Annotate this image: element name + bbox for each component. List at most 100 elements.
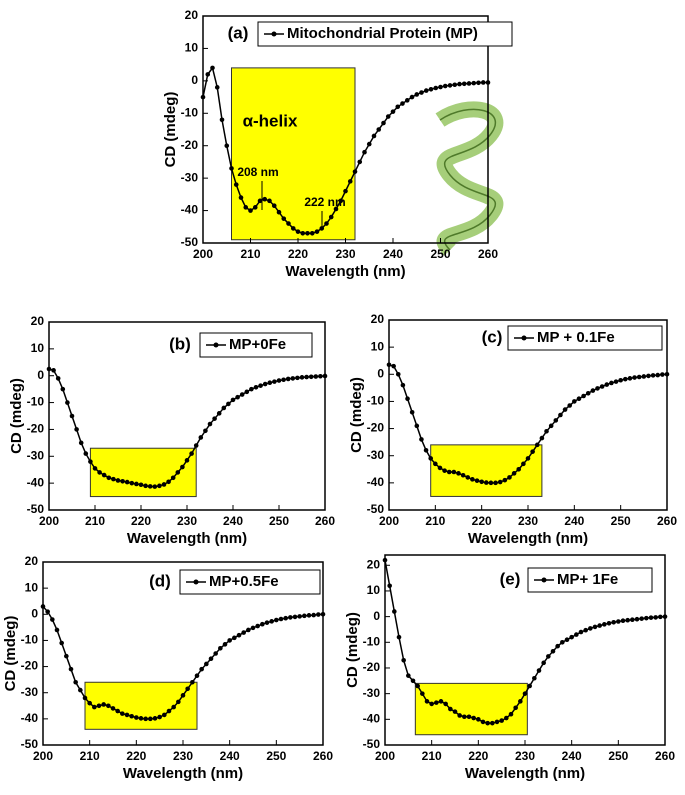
data-point: [285, 376, 291, 382]
data-point: [143, 483, 148, 489]
x-axis-title: Wavelength (nm): [127, 530, 247, 547]
data-point: [290, 226, 296, 231]
data-point: [447, 83, 453, 88]
y-tick-label: -40: [181, 203, 199, 217]
chart-panel: 200 210 220 230 240 250 260 -50 -40 -30 -20 -10 0 10 2…: [162, 8, 513, 280]
data-point: [51, 368, 56, 373]
x-tick-label: 200: [33, 749, 53, 763]
data-point: [381, 120, 386, 126]
x-tick-label: 210: [85, 514, 105, 528]
legend-label: MP + 0.1Fe: [537, 329, 615, 346]
y-tick-label: -50: [27, 502, 45, 516]
data-point: [497, 479, 503, 485]
data-point: [401, 657, 406, 663]
data-point: [248, 208, 253, 213]
data-point: [433, 461, 438, 467]
helix-edge: [439, 108, 497, 251]
data-point: [522, 691, 528, 696]
data-point: [502, 477, 508, 483]
data-point: [395, 371, 401, 377]
data-point: [267, 380, 273, 385]
y-axis-title: CD (mdeg): [348, 377, 365, 453]
data-point: [338, 198, 344, 204]
data-point: [249, 386, 254, 392]
x-tick-label: 260: [655, 749, 675, 763]
x-tick-label: 210: [240, 247, 260, 261]
data-point: [507, 475, 512, 480]
data-point: [272, 379, 277, 384]
data-point: [567, 403, 572, 408]
chart-panel: 200 210 220 230 240 250 260 -50 -40 -30 -20 -10 0 10 2…: [344, 554, 675, 782]
x-tick-label: 220: [288, 247, 308, 261]
annotation: 208 nm: [237, 165, 278, 179]
data-point: [347, 179, 353, 184]
data-point: [352, 169, 358, 174]
data-point: [222, 642, 228, 647]
data-point: [343, 188, 348, 194]
data-point: [260, 621, 265, 627]
data-point: [115, 478, 121, 483]
legend-label: MP+ 1Fe: [557, 571, 618, 588]
data-point: [82, 695, 88, 701]
data-point: [646, 373, 651, 379]
data-point: [485, 720, 490, 726]
x-tick-label: 210: [425, 514, 445, 528]
data-point: [415, 683, 420, 689]
data-point: [539, 435, 545, 441]
data-point: [634, 616, 640, 622]
data-point: [536, 668, 542, 673]
y-tick-label: 0: [191, 73, 198, 87]
data-point: [250, 625, 256, 631]
data-point: [255, 623, 260, 629]
x-tick-label: 230: [177, 514, 197, 528]
data-point: [548, 423, 554, 429]
data-point: [658, 614, 663, 620]
data-point: [111, 476, 116, 482]
data-point: [283, 615, 288, 621]
data-point: [210, 65, 215, 71]
data-point: [170, 475, 176, 481]
data-point: [562, 407, 568, 412]
data-point: [419, 437, 424, 442]
data-point: [585, 390, 591, 396]
data-point: [311, 612, 316, 618]
data-point: [476, 717, 481, 722]
data-point: [292, 614, 298, 620]
data-point: [83, 451, 89, 456]
data-point: [597, 623, 602, 628]
data-point: [299, 375, 305, 380]
data-point: [553, 418, 559, 423]
y-tick-label: -30: [363, 686, 381, 700]
data-point: [295, 229, 301, 234]
y-axis-title: CD (mdeg): [344, 612, 361, 688]
data-point: [366, 141, 372, 147]
data-point: [471, 80, 477, 86]
data-point: [297, 614, 302, 619]
x-tick-label: 260: [478, 247, 498, 261]
data-point: [193, 443, 199, 448]
y-tick-label: 20: [31, 314, 45, 328]
data-point: [434, 700, 439, 705]
y-tick-label: -20: [181, 138, 199, 152]
x-tick-label: 230: [515, 749, 535, 763]
data-point: [96, 703, 102, 709]
data-point: [180, 693, 186, 698]
data-point: [574, 632, 579, 637]
data-point: [653, 615, 658, 620]
data-point: [214, 85, 220, 90]
data-point: [276, 209, 282, 215]
y-tick-label: 0: [377, 366, 384, 380]
data-point: [406, 673, 411, 678]
data-point: [632, 375, 637, 380]
data-point: [74, 427, 79, 432]
data-point: [138, 482, 144, 488]
data-point: [143, 716, 148, 722]
data-point: [257, 198, 263, 204]
data-point: [157, 714, 162, 720]
data-point: [630, 617, 635, 623]
y-tick-label: 20: [367, 557, 381, 571]
legend-marker: [521, 335, 527, 341]
x-tick-label: 260: [313, 749, 333, 763]
data-point: [166, 479, 171, 485]
data-point: [226, 401, 231, 407]
